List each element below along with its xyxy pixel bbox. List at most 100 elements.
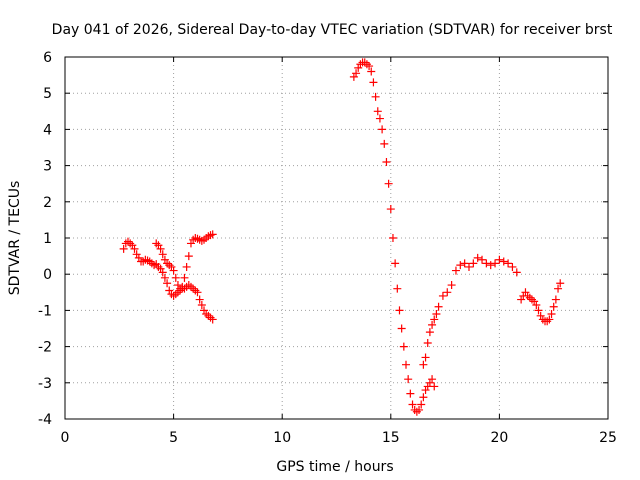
data-point — [176, 284, 185, 293]
y-tick-label: 5 — [43, 86, 52, 102]
data-point — [482, 259, 491, 268]
data-point — [163, 259, 172, 268]
x-tick-label: 5 — [169, 430, 178, 446]
data-point — [527, 295, 536, 304]
grid-lines — [65, 57, 608, 419]
data-point — [421, 386, 430, 395]
data-point — [402, 360, 411, 369]
data-point — [451, 266, 460, 275]
data-point — [165, 286, 174, 295]
y-tick-label: 6 — [43, 50, 52, 66]
y-tick-label: 2 — [43, 195, 52, 211]
data-point — [208, 315, 217, 324]
data-point — [373, 107, 382, 116]
data-point — [362, 60, 371, 69]
y-tick-label: -3 — [38, 376, 52, 392]
data-point — [423, 338, 432, 347]
data-point — [430, 382, 439, 391]
x-tick-label: 20 — [490, 430, 508, 446]
data-point — [380, 139, 389, 148]
data-point — [173, 288, 182, 297]
y-tick-label: 1 — [43, 231, 52, 247]
data-point — [530, 297, 539, 306]
data-point — [371, 92, 380, 101]
data-point — [134, 253, 143, 262]
data-point — [517, 295, 526, 304]
x-tick-label: 0 — [61, 430, 70, 446]
y-tick-label: -4 — [38, 412, 52, 428]
data-point — [425, 328, 434, 337]
data-point — [404, 375, 413, 384]
data-point — [545, 315, 554, 324]
data-point — [165, 261, 174, 270]
data-point — [478, 255, 487, 264]
data-point — [523, 291, 532, 300]
data-point — [156, 264, 165, 273]
data-point — [369, 78, 378, 87]
data-point — [191, 286, 200, 295]
data-point — [532, 300, 541, 309]
data-point — [186, 282, 195, 291]
data-point — [430, 315, 439, 324]
y-tick-labels: -4 -3 -2 -1 0 1 2 3 4 5 6 — [38, 50, 52, 428]
data-point — [382, 157, 391, 166]
data-point — [428, 320, 437, 329]
data-point — [184, 252, 193, 261]
data-point — [173, 281, 182, 290]
data-points — [119, 58, 565, 416]
x-tick-label: 10 — [273, 430, 291, 446]
y-tick-label: 4 — [43, 122, 52, 138]
data-point — [384, 179, 393, 188]
data-point — [406, 389, 415, 398]
data-point — [473, 253, 482, 262]
data-point — [349, 72, 358, 81]
data-point — [123, 237, 132, 246]
y-tick-label: 0 — [43, 267, 52, 283]
data-point — [156, 244, 165, 253]
data-point — [169, 291, 178, 300]
data-point — [200, 235, 209, 244]
data-point — [415, 405, 424, 414]
data-point — [169, 266, 178, 275]
data-point — [132, 250, 141, 259]
data-point — [438, 291, 447, 300]
data-point — [163, 279, 172, 288]
data-point — [464, 262, 473, 271]
data-point — [447, 281, 456, 290]
data-point — [547, 310, 556, 319]
data-point — [460, 259, 469, 268]
data-point — [391, 259, 400, 268]
data-point — [126, 239, 135, 248]
data-point — [421, 353, 430, 362]
data-point — [204, 311, 213, 320]
data-point — [434, 302, 443, 311]
y-axis-label: SDTVAR / TECUs — [7, 181, 23, 296]
data-point — [425, 378, 434, 387]
data-point — [150, 261, 159, 270]
x-axis-label: GPS time / hours — [276, 459, 393, 475]
data-point — [393, 284, 402, 293]
data-point — [512, 268, 521, 277]
data-point — [195, 295, 204, 304]
series-segment-4 — [419, 253, 521, 369]
data-point — [171, 290, 180, 299]
data-point — [554, 284, 563, 293]
data-point — [167, 262, 176, 271]
data-point — [186, 239, 195, 248]
data-point — [551, 295, 560, 304]
data-point — [495, 255, 504, 264]
data-point — [386, 205, 395, 214]
data-point — [549, 302, 558, 311]
data-point — [160, 255, 169, 264]
data-point — [202, 310, 211, 319]
data-point — [182, 262, 191, 271]
data-point — [395, 306, 404, 315]
data-point — [154, 241, 163, 250]
data-point — [536, 311, 545, 320]
data-point — [419, 360, 428, 369]
data-point — [397, 324, 406, 333]
data-point — [352, 69, 361, 78]
data-point — [141, 255, 150, 264]
series-segment-3 — [349, 58, 439, 416]
